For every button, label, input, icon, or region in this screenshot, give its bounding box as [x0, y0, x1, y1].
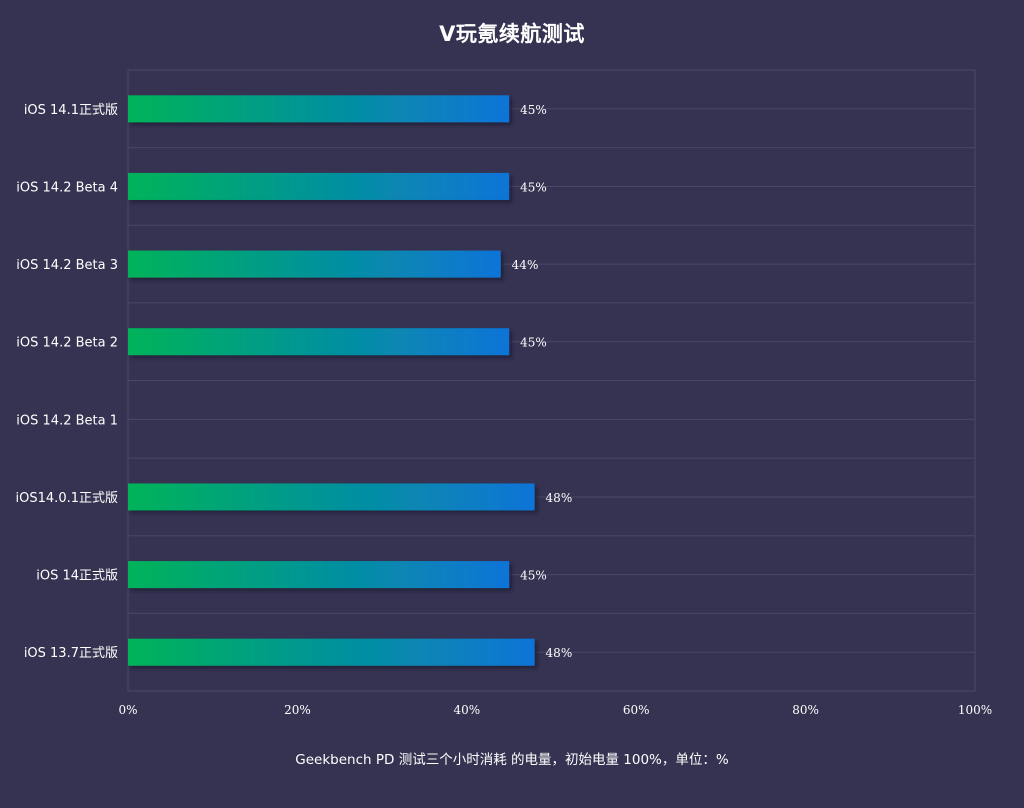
- bar: [128, 250, 501, 278]
- category-label: iOS 14.1正式版: [24, 103, 118, 118]
- category-label: iOS 14.2 Beta 4: [16, 180, 118, 195]
- category-label: iOS 13.7正式版: [24, 646, 118, 661]
- labels: 0% 20% 40% 60% 80% 100% iOS 14.1正式版 45% iOS 14.2…: [16, 103, 993, 717]
- x-tick-label: 60%: [623, 703, 650, 717]
- chart-title: V玩氪续航测试: [439, 22, 585, 46]
- bar: [128, 172, 510, 200]
- bar: [128, 328, 510, 356]
- x-tick-label: 0%: [118, 703, 137, 717]
- x-tick-label: 100%: [958, 703, 992, 717]
- x-tick-label: 40%: [453, 703, 480, 717]
- data-label: 45%: [520, 336, 547, 350]
- x-axis-caption: Geekbench PD 测试三个小时消耗 的电量，初始电量 100%，单位：%: [295, 752, 729, 768]
- grid-lines: [127, 69, 976, 692]
- category-label: iOS 14.2 Beta 2: [16, 336, 118, 351]
- data-label: 45%: [520, 569, 547, 583]
- x-tick-label: 80%: [792, 703, 819, 717]
- bar: [128, 95, 510, 123]
- bar: [128, 638, 535, 666]
- bar: [128, 561, 510, 589]
- bar: [128, 483, 535, 511]
- data-label: 48%: [546, 646, 573, 660]
- category-label: iOS 14.2 Beta 3: [16, 258, 118, 273]
- bars: [128, 95, 535, 666]
- x-tick-label: 20%: [284, 703, 311, 717]
- data-label: 48%: [546, 491, 573, 505]
- category-label: iOS14.0.1正式版: [16, 491, 118, 506]
- category-label: iOS 14正式版: [36, 569, 118, 584]
- data-label: 45%: [520, 180, 547, 194]
- category-label: iOS 14.2 Beta 1: [16, 413, 118, 428]
- data-label: 45%: [520, 103, 547, 117]
- data-label: 44%: [512, 258, 539, 272]
